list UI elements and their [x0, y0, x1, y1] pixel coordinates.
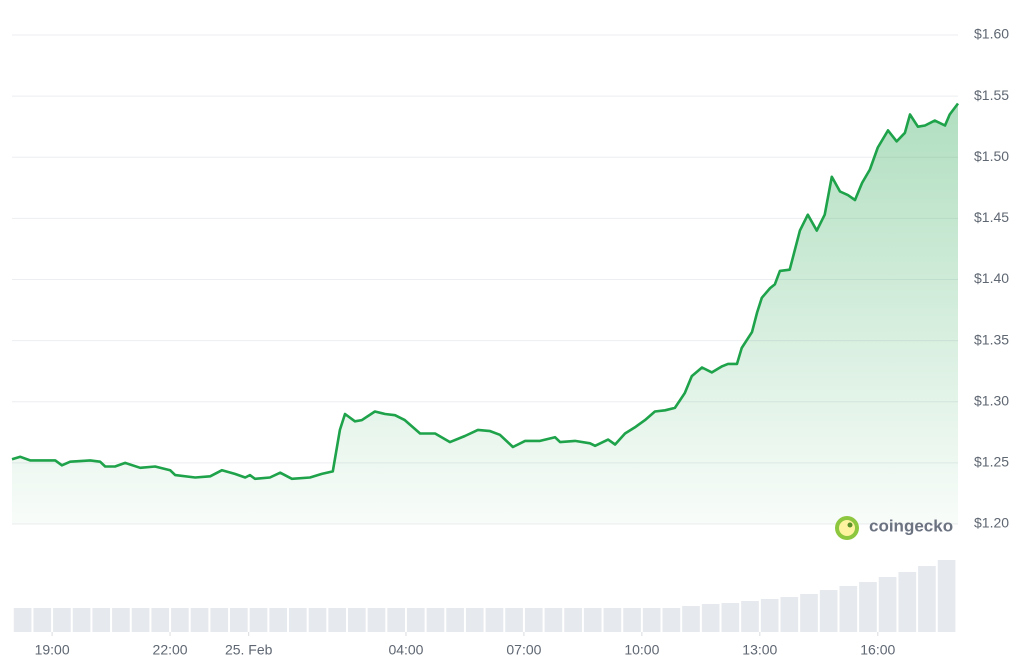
volume-bar — [446, 608, 464, 632]
y-tick-label: $1.25 — [974, 454, 1009, 470]
volume-bar — [210, 608, 229, 632]
volume-bar — [859, 582, 877, 632]
x-tick-label: 22:00 — [153, 642, 188, 658]
volume-bar — [800, 594, 818, 632]
volume-bar — [701, 604, 720, 632]
volume-bar — [112, 608, 130, 632]
volume-bar — [406, 608, 425, 632]
volume-bar — [524, 608, 543, 632]
volume-bar — [53, 608, 71, 632]
y-tick-label: $1.35 — [974, 331, 1009, 347]
volume-bar — [13, 608, 32, 632]
volume-bar — [465, 608, 484, 632]
y-tick-label: $1.40 — [974, 270, 1009, 286]
volume-bar — [741, 601, 759, 632]
volume-bar — [682, 606, 700, 632]
volume-bar — [269, 608, 288, 632]
volume-bar — [33, 608, 52, 632]
volume-bar — [72, 608, 91, 632]
volume-bar — [721, 603, 740, 632]
x-tick-label: 19:00 — [35, 642, 70, 658]
logo-inner — [839, 520, 855, 536]
volume-bar — [937, 560, 956, 632]
volume-bar — [583, 608, 602, 632]
x-tick-label: 07:00 — [506, 642, 541, 658]
volume-bar — [426, 608, 445, 632]
y-tick-label: $1.20 — [974, 515, 1009, 531]
volume-bar — [839, 586, 858, 632]
volume-bar — [623, 608, 641, 632]
volume-bar — [328, 608, 346, 632]
volume-bar — [878, 577, 897, 632]
volume-bar — [131, 608, 150, 632]
volume-bar — [367, 608, 386, 632]
y-tick-label: $1.55 — [974, 87, 1009, 103]
volume-bar — [564, 608, 582, 632]
volume-bar — [171, 608, 189, 632]
volume-bar — [898, 572, 917, 632]
price-line — [11, 102, 960, 481]
volume-bar — [308, 608, 327, 632]
x-tick-label: 25. Feb — [225, 642, 273, 658]
area — [12, 103, 958, 524]
volume-bar — [347, 608, 366, 632]
y-tick-label: $1.60 — [974, 26, 1009, 42]
volume-bar — [485, 608, 504, 632]
volume-bar — [603, 608, 622, 632]
volume-bar — [151, 608, 170, 632]
y-tick-label: $1.30 — [974, 392, 1009, 408]
volume-bar — [289, 608, 307, 632]
y-tick-label: $1.45 — [974, 209, 1009, 225]
volume-bar — [387, 608, 405, 632]
volume-bar — [190, 608, 209, 632]
volume-bar — [544, 608, 563, 632]
volume-bar — [662, 608, 681, 632]
watermark-text: coingecko — [869, 516, 953, 535]
volume-bar — [918, 566, 936, 632]
logo-eye — [847, 522, 853, 528]
volume-bar — [780, 597, 799, 632]
y-tick-label: $1.50 — [974, 148, 1009, 164]
volume-bar — [505, 608, 523, 632]
x-tick-label: 16:00 — [860, 642, 895, 658]
x-tick-label: 10:00 — [624, 642, 659, 658]
volume-bar — [249, 608, 268, 632]
x-tick-label: 13:00 — [742, 642, 777, 658]
volume-bar — [642, 608, 661, 632]
watermark: coingecko — [835, 516, 953, 540]
volume-bar — [92, 608, 111, 632]
volume-bar — [819, 590, 838, 632]
x-tick-label: 04:00 — [388, 642, 423, 658]
volume-bar — [760, 599, 779, 632]
volume-bar — [230, 608, 248, 632]
